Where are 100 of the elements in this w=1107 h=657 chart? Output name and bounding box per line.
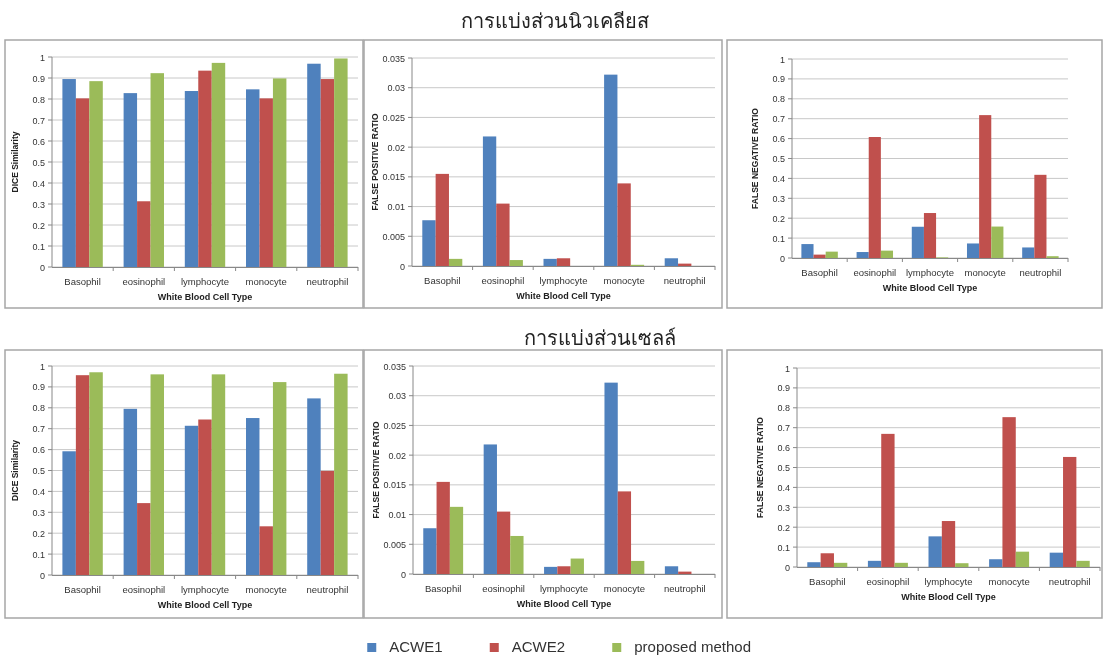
bar bbox=[62, 79, 76, 267]
y-tick-label: 0.005 bbox=[383, 539, 406, 550]
x-tick-label: eosinophil bbox=[482, 583, 525, 594]
bar bbox=[543, 258, 557, 266]
bar bbox=[89, 372, 103, 575]
bar bbox=[436, 481, 450, 574]
bar bbox=[1034, 174, 1047, 258]
bar bbox=[496, 203, 510, 266]
x-tick-label: eosinophil bbox=[122, 584, 166, 595]
y-tick-label: 0 bbox=[39, 262, 45, 273]
bar bbox=[544, 566, 558, 574]
y-tick-label: 0 bbox=[779, 253, 785, 264]
bar bbox=[184, 91, 199, 267]
bar bbox=[137, 503, 151, 575]
bar bbox=[89, 81, 103, 267]
bar bbox=[966, 243, 980, 258]
bar bbox=[928, 536, 942, 567]
y-tick-label: 0.7 bbox=[32, 115, 45, 126]
bar bbox=[509, 260, 523, 266]
y-tick-label: 0.6 bbox=[777, 443, 790, 454]
bar bbox=[1049, 552, 1064, 567]
bar bbox=[62, 451, 76, 575]
y-tick-label: 0.025 bbox=[383, 420, 406, 431]
x-tick-label: monocyte bbox=[245, 276, 287, 287]
y-tick-label: 0.005 bbox=[382, 231, 405, 242]
y-tick-label: 0.8 bbox=[777, 403, 790, 414]
x-tick-label: monocyte bbox=[603, 583, 645, 594]
y-tick-label: 0.9 bbox=[777, 383, 790, 394]
bar bbox=[1015, 551, 1030, 567]
chart-title: การแบ่งส่วนนิวเคลียส bbox=[461, 10, 649, 32]
x-axis-title: White Blood Cell Type bbox=[157, 292, 253, 302]
y-tick-label: 0.02 bbox=[387, 142, 405, 153]
legend-label: ACWE1 bbox=[389, 638, 443, 655]
x-axis-title: White Blood Cell Type bbox=[901, 592, 996, 602]
x-tick-label: monocyte bbox=[964, 267, 1006, 278]
x-tick-label: monocyte bbox=[988, 576, 1030, 587]
bar bbox=[334, 58, 348, 267]
legend-label: proposed method bbox=[634, 638, 751, 655]
x-axis-title: White Blood Cell Type bbox=[882, 283, 978, 293]
bar bbox=[807, 562, 821, 567]
y-tick-label: 0.8 bbox=[772, 94, 785, 105]
bar bbox=[604, 74, 618, 266]
bar bbox=[272, 78, 287, 267]
y-tick-label: 0.8 bbox=[32, 403, 45, 414]
bar bbox=[496, 511, 511, 574]
bar bbox=[320, 470, 335, 575]
bar bbox=[482, 136, 497, 266]
bar bbox=[617, 491, 632, 574]
x-tick-label: neutrophil bbox=[306, 276, 349, 287]
bar bbox=[449, 506, 464, 574]
bar bbox=[198, 419, 212, 575]
bar bbox=[259, 98, 273, 267]
y-tick-label: 0 bbox=[400, 569, 406, 580]
bar bbox=[1076, 560, 1090, 567]
bar bbox=[868, 137, 881, 258]
y-tick-label: 0.015 bbox=[383, 480, 406, 491]
y-tick-label: 0.8 bbox=[32, 94, 45, 105]
x-axis-title: White Blood Cell Type bbox=[516, 291, 611, 301]
x-tick-label: Basophil bbox=[424, 275, 461, 286]
bar bbox=[979, 115, 992, 258]
x-tick-label: Basophil bbox=[64, 584, 101, 595]
x-tick-label: lymphocyte bbox=[905, 267, 955, 278]
bar bbox=[150, 374, 164, 575]
y-tick-label: 0.3 bbox=[772, 193, 785, 204]
bar bbox=[184, 425, 199, 575]
y-tick-label: 0.7 bbox=[32, 424, 45, 435]
y-tick-label: 0.9 bbox=[772, 74, 785, 85]
y-tick-label: 0.3 bbox=[32, 507, 45, 518]
y-tick-label: 0.2 bbox=[772, 213, 785, 224]
x-tick-label: eosinophil bbox=[481, 275, 525, 286]
bar bbox=[881, 433, 895, 567]
y-tick-label: 0.035 bbox=[383, 361, 406, 372]
bar bbox=[664, 566, 679, 574]
y-tick-label: 1 bbox=[39, 52, 45, 63]
bar bbox=[894, 562, 908, 567]
bar bbox=[307, 398, 321, 575]
bar bbox=[1063, 456, 1077, 567]
legend-label: ACWE2 bbox=[511, 638, 566, 655]
y-tick-label: 0.01 bbox=[387, 202, 405, 213]
bar bbox=[137, 201, 151, 267]
bar bbox=[604, 382, 618, 574]
y-tick-label: 0.3 bbox=[32, 199, 45, 210]
x-tick-label: eosinophil bbox=[866, 576, 910, 587]
y-tick-label: 0.03 bbox=[388, 391, 406, 402]
bar bbox=[556, 258, 571, 266]
bar bbox=[198, 70, 212, 267]
y-tick-label: 0.6 bbox=[772, 134, 785, 145]
y-tick-label: 0.2 bbox=[32, 528, 45, 539]
x-tick-label: lymphocyte bbox=[924, 576, 973, 587]
bar bbox=[991, 226, 1004, 258]
x-tick-label: lymphocyte bbox=[539, 583, 589, 594]
bar bbox=[617, 183, 631, 266]
y-tick-label: 0.01 bbox=[388, 510, 406, 521]
bar bbox=[989, 559, 1003, 567]
y-axis-title: FALSE NEGATIVE RATIO bbox=[755, 416, 765, 518]
y-tick-label: 0.02 bbox=[388, 450, 406, 461]
y-tick-label: 0.2 bbox=[32, 220, 45, 231]
bar bbox=[334, 373, 348, 575]
bar bbox=[557, 566, 571, 574]
bar bbox=[448, 258, 463, 266]
